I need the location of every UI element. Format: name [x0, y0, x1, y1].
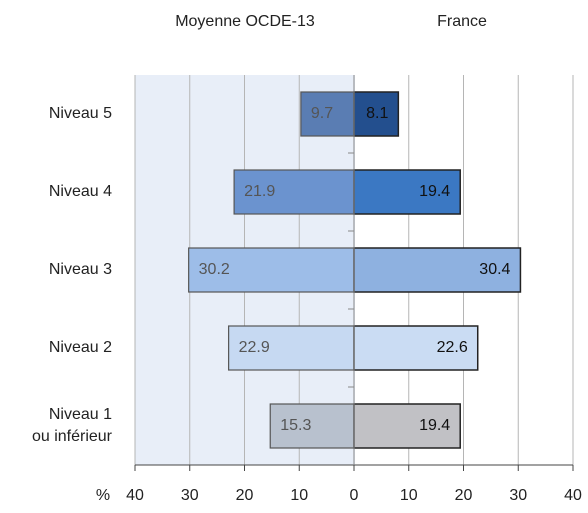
bar	[228, 325, 355, 371]
bar	[233, 169, 355, 215]
x-axis-label: %	[96, 487, 110, 504]
x-tick-label: 30	[509, 487, 527, 504]
x-tick-label: 20	[236, 487, 254, 504]
bar	[353, 325, 479, 371]
series-title: Moyenne OCDE-13	[175, 13, 315, 30]
data-label: 15.3	[280, 417, 311, 434]
data-label: 9.7	[311, 105, 333, 122]
x-tick-label: 30	[181, 487, 199, 504]
category-label: Niveau 1 ou inférieur	[32, 406, 113, 445]
data-label: 30.4	[479, 261, 510, 278]
x-tick-label: 10	[290, 487, 308, 504]
data-label: 22.9	[239, 339, 270, 356]
data-label: 19.4	[419, 183, 450, 200]
x-tick-label: 40	[126, 487, 144, 504]
category-label: Niveau 2	[49, 339, 112, 356]
category-label: Niveau 3	[49, 261, 112, 278]
x-tick-label: 10	[400, 487, 418, 504]
category-label: Niveau 4	[49, 183, 112, 200]
category-label: Niveau 5	[49, 105, 112, 122]
x-tick-label: 40	[564, 487, 582, 504]
data-label: 30.2	[199, 261, 230, 278]
x-tick-label: 0	[350, 487, 359, 504]
bar	[300, 91, 355, 137]
data-label: 19.4	[419, 417, 450, 434]
x-tick-label: 20	[455, 487, 473, 504]
bar	[353, 91, 400, 137]
data-label: 22.6	[437, 339, 468, 356]
bar	[188, 247, 355, 293]
series-title: France	[437, 13, 487, 30]
data-label: 21.9	[244, 183, 275, 200]
bar	[353, 169, 461, 215]
data-label: 8.1	[366, 105, 388, 122]
